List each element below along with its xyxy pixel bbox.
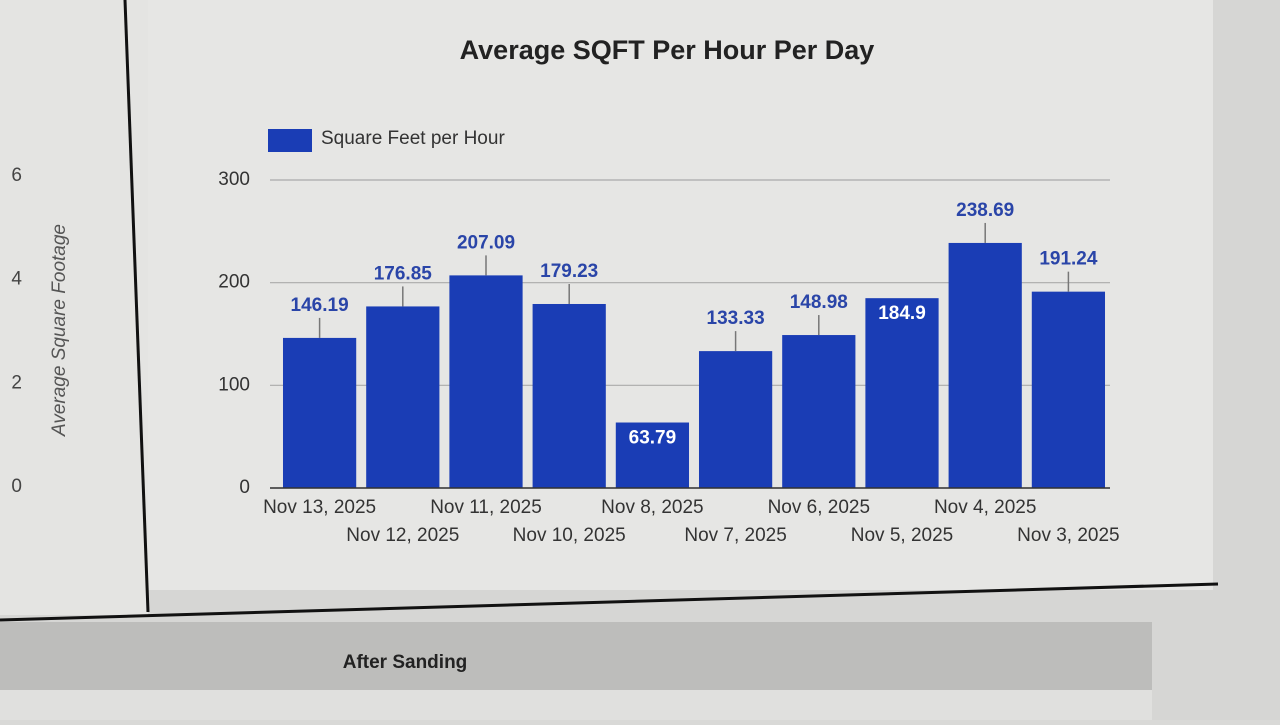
x-tick-label: Nov 10, 2025: [513, 525, 626, 546]
y-axis-label: Average Square Footage: [49, 224, 70, 437]
section-body: [0, 690, 1152, 720]
data-label: 148.98: [790, 292, 848, 313]
data-label: 179.23: [540, 261, 598, 282]
data-label: 133.33: [707, 308, 765, 329]
y-tick-label: 0: [239, 477, 250, 498]
data-label: 238.69: [956, 200, 1014, 221]
data-label: 207.09: [457, 232, 515, 253]
bar: [865, 298, 939, 488]
x-tick-label: Nov 11, 2025: [430, 497, 542, 518]
bar: [282, 337, 357, 488]
y-tick-label: 0: [11, 476, 22, 497]
y-tick-label: 4: [11, 269, 22, 290]
left-panel: [0, 0, 148, 615]
y-tick-label: 300: [218, 169, 250, 190]
y-tick-label: 100: [218, 374, 250, 395]
y-tick-label: 2: [11, 372, 22, 393]
x-tick-label: Nov 8, 2025: [601, 497, 703, 518]
bar: [782, 335, 856, 488]
x-tick-label: Nov 7, 2025: [684, 525, 786, 546]
x-tick-label: Nov 12, 2025: [346, 525, 459, 546]
chart-title: Average SQFT Per Hour Per Day: [460, 35, 875, 65]
x-tick-label: Nov 6, 2025: [768, 497, 870, 518]
panel-border: [0, 582, 1219, 622]
bar: [698, 351, 773, 488]
panel-border: [123, 0, 150, 613]
bar: [615, 422, 690, 488]
data-label: 184.9: [878, 303, 926, 324]
bar: [1031, 291, 1106, 488]
legend-swatch: [268, 129, 312, 152]
y-tick-label: 200: [218, 272, 250, 293]
data-label: 176.85: [374, 263, 433, 284]
x-tick-label: Nov 5, 2025: [851, 525, 953, 546]
data-label: 191.24: [1039, 249, 1098, 270]
bar: [449, 275, 523, 488]
bar: [366, 306, 440, 488]
data-label: 146.19: [291, 295, 349, 316]
bar: [532, 303, 606, 488]
x-tick-label: Nov 13, 2025: [263, 497, 376, 518]
bar: [948, 242, 1022, 488]
legend-label: Square Feet per Hour: [321, 128, 505, 149]
section-title: After Sanding: [343, 652, 468, 673]
y-tick-label: 6: [11, 165, 22, 186]
x-tick-label: Nov 3, 2025: [1017, 525, 1119, 546]
x-tick-label: Nov 4, 2025: [934, 497, 1036, 518]
data-label: 63.79: [629, 428, 677, 449]
